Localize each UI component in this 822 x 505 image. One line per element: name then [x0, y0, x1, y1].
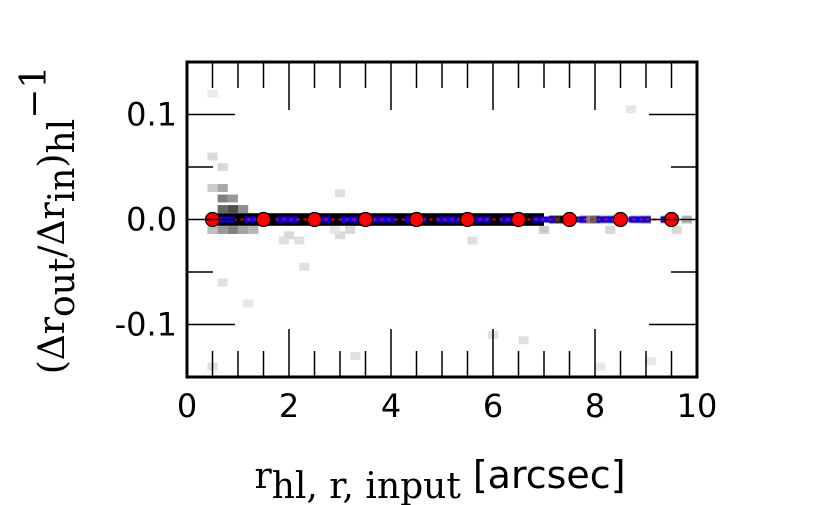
density-cell: [625, 105, 636, 114]
data-point: [510, 211, 527, 228]
density-cell: [294, 236, 305, 245]
density-cell: [227, 226, 238, 234]
density-cell: [671, 226, 682, 234]
density-cell: [217, 205, 228, 213]
y-axis-label-close: ): [32, 154, 73, 168]
density-cell: [207, 89, 218, 98]
density-cell: [518, 336, 529, 345]
density-cell: [238, 205, 249, 213]
density-cell: [299, 262, 310, 271]
y-axis-label-sub1: out: [42, 257, 83, 317]
density-cell: [345, 226, 356, 234]
density-cell: [238, 226, 249, 234]
y-axis-label-open: (Δr: [32, 316, 73, 374]
density-cell: [350, 352, 361, 360]
x-tick-label: 8: [585, 387, 605, 425]
y-axis-label-sup: −1: [14, 66, 55, 119]
density-cell: [217, 226, 228, 234]
y-axis-label-mid: /Δr: [32, 202, 73, 258]
y-tick-label: -0.1: [115, 306, 177, 344]
density-cell: [227, 205, 238, 213]
x-tick-label: 6: [483, 387, 503, 425]
plot-frame: [185, 60, 699, 379]
density-cell: [334, 189, 346, 198]
density-cell: [207, 152, 218, 161]
y-tick-label: 0.0: [126, 201, 177, 239]
density-cell: [334, 231, 346, 240]
data-point: [306, 211, 323, 228]
density-cell: [227, 194, 238, 203]
y-axis-label-sub3: hl: [42, 119, 83, 154]
x-axis-label: rhl, r, input [arcsec]: [254, 453, 625, 505]
data-point: [408, 211, 425, 228]
density-cell: [278, 236, 289, 245]
density-cell: [243, 299, 254, 308]
x-tick-label: 4: [381, 387, 401, 425]
density-cell: [538, 226, 550, 234]
density-cell: [467, 236, 478, 245]
data-point: [459, 211, 476, 228]
x-axis-label-main: r: [254, 456, 272, 497]
density-cell: [248, 226, 259, 234]
density-cell: [217, 194, 228, 203]
data-point: [561, 211, 578, 228]
y-axis-label: (Δrout/Δrin)hl−1: [14, 66, 83, 374]
series-layer: [204, 211, 680, 228]
density-cell: [283, 231, 295, 240]
density-cell: [217, 278, 228, 287]
density-cell: [217, 163, 228, 171]
x-axis-label-unit: [arcsec]: [473, 453, 626, 497]
data-point: [255, 211, 272, 228]
x-tick-label: 10: [677, 387, 718, 425]
density-cell: [605, 226, 616, 234]
x-tick-label: 0: [177, 387, 197, 425]
data-point: [357, 211, 374, 228]
tick-labels: 0 2 4 6 8 10 -0.1 0.0 0.1: [115, 96, 718, 426]
density-cell: [217, 184, 228, 192]
y-tick-label: 0.1: [126, 96, 177, 134]
data-point: [612, 211, 629, 228]
density-cell: [207, 226, 218, 234]
density-cell: [646, 357, 657, 366]
density-background: [207, 89, 692, 371]
density-cell: [329, 226, 340, 234]
density-cell: [589, 215, 601, 224]
x-axis-label-sub: hl, r, input: [272, 466, 462, 505]
y-axis-label-sub2: in: [42, 168, 83, 203]
density-cell: [207, 184, 218, 192]
x-tick-label: 2: [279, 387, 299, 425]
density-cell: [595, 362, 606, 371]
